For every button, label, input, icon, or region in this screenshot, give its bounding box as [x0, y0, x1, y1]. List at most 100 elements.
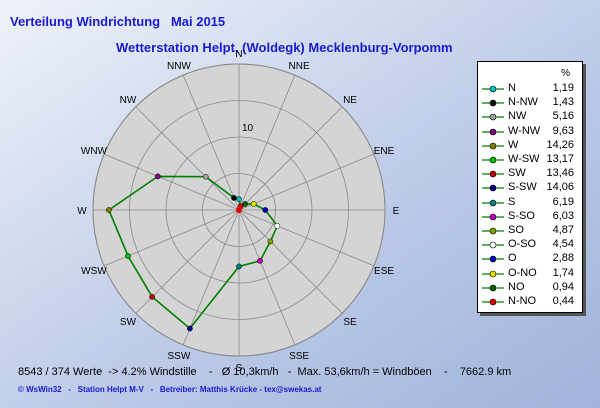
legend-swatch [482, 114, 504, 121]
spoke-ssw [182, 209, 240, 346]
legend-value: 5,16 [552, 110, 574, 123]
data-point-ese [274, 223, 281, 229]
chart-title: Verteilung Windrichtung Mai 2015 [10, 14, 226, 29]
legend-value: 2,88 [552, 252, 574, 265]
legend-entry: N-NO 0,44 [478, 295, 582, 309]
legend-swatch [482, 142, 504, 150]
legend-label: SW [508, 167, 526, 180]
legend-label: S-SW [508, 181, 537, 194]
legend-swatch [482, 185, 504, 192]
legend-entry: S-SO 6,03 [478, 210, 582, 224]
spoke-ne [238, 106, 343, 211]
legend-entry: W 14,26 [478, 139, 582, 153]
legend-label: S-SO [508, 209, 535, 222]
legend-value: 4,87 [552, 224, 574, 236]
legend-label: O-NO [508, 266, 537, 279]
data-point-wnw [154, 173, 161, 180]
footer-stats: 8543 / 374 Werte -> 4.2% Windstille - Ø … [18, 366, 512, 378]
direction-label-nne: NNE [289, 61, 310, 72]
legend-label: N-NW [508, 96, 538, 109]
legend-entry: O-SO 4,54 [478, 238, 582, 252]
direction-label-e: E [393, 206, 400, 217]
direction-label-s: S [236, 363, 243, 374]
legend-swatch [482, 256, 504, 263]
spoke-se [238, 209, 343, 314]
data-point-ssw [187, 325, 193, 332]
legend-swatch [482, 298, 504, 306]
legend-swatch [482, 128, 504, 135]
legend-entry: SO 4,87 [478, 224, 582, 238]
center-marker [236, 207, 242, 213]
data-point-e [262, 207, 269, 213]
direction-label-sw: SW [120, 317, 137, 328]
data-point-s [236, 263, 242, 270]
legend-swatch [482, 170, 504, 178]
spoke-ese [238, 209, 375, 267]
legend-value: 0,44 [552, 295, 574, 307]
footer-credits: © WsWin32 - Station Helpt M-V - Betreibe… [18, 385, 322, 394]
legend-value: 9,63 [552, 124, 574, 137]
data-point-ne [242, 201, 248, 207]
direction-label-w: W [77, 206, 87, 217]
direction-label-sse: SSE [289, 351, 309, 362]
data-point-ene [250, 201, 257, 207]
spoke-ene [238, 153, 375, 211]
legend-label: S [508, 195, 516, 208]
direction-label-n: N [235, 49, 242, 60]
legend-label: O [508, 252, 517, 265]
spoke-wnw [103, 153, 240, 211]
legend-entry: O 2,88 [478, 252, 582, 266]
data-point-se [267, 238, 274, 245]
legend-label: W-SW [508, 153, 540, 165]
legend-label: NW [508, 110, 527, 123]
legend-entry: O-NO 1,74 [478, 267, 582, 281]
legend-swatch [482, 270, 504, 277]
legend-entry: W-NW 9,63 [478, 125, 582, 139]
legend-value: 6,03 [552, 209, 574, 222]
legend-value: 1,43 [552, 96, 574, 109]
legend-entry: NO 0,94 [478, 281, 582, 295]
legend-value: 1,74 [552, 266, 574, 279]
chart-subtitle: Wetterstation Helpt, (Woldegk) Mecklenbu… [116, 40, 453, 55]
radial-tick-label: 10 [242, 123, 254, 134]
legend: % N 1,19 N-NW 1,43 NW 5,16 W-NW 9,63 W 14,26 W-SW 1… [477, 61, 583, 313]
legend-swatch [482, 213, 504, 221]
legend-value: 4,54 [552, 238, 574, 251]
spoke-sse [238, 209, 296, 346]
legend-label: W [508, 138, 519, 151]
legend-swatch [482, 99, 504, 107]
legend-entry: SW 13,46 [478, 167, 582, 181]
direction-label-nnw: NNW [167, 61, 191, 72]
legend-label: W-NW [508, 124, 541, 137]
legend-entry: S 6,19 [478, 196, 582, 210]
legend-value: 0,94 [552, 280, 574, 293]
direction-label-nw: NW [120, 95, 137, 106]
legend-label: N-NO [508, 295, 537, 307]
data-point-wsw [125, 253, 131, 259]
data-point-sw [149, 293, 156, 300]
legend-entry: N 1,19 [478, 82, 582, 96]
legend-value: 14,06 [546, 181, 574, 194]
legend-swatch [482, 284, 504, 292]
direction-label-wnw: WNW [81, 146, 108, 157]
data-point-nnw [231, 195, 237, 201]
spoke-nnw [182, 74, 240, 211]
legend-label: SO [508, 224, 524, 236]
spoke-nw [135, 106, 240, 211]
spoke-nne [238, 74, 296, 211]
data-point-n [236, 196, 242, 202]
legend-value: 13,17 [546, 153, 574, 165]
legend-swatch [482, 85, 504, 93]
legend-unit: % [561, 68, 570, 79]
data-point-w [106, 207, 112, 213]
data-point-nw [202, 173, 209, 180]
legend-swatch [482, 156, 504, 164]
direction-label-ne: NE [343, 95, 357, 106]
legend-entry: W-SW 13,17 [478, 153, 582, 167]
direction-label-ssw: SSW [168, 351, 191, 362]
legend-swatch [482, 199, 504, 206]
legend-value: 6,19 [552, 195, 574, 208]
direction-label-wsw: WSW [81, 266, 107, 277]
legend-label: O-SO [508, 238, 537, 251]
